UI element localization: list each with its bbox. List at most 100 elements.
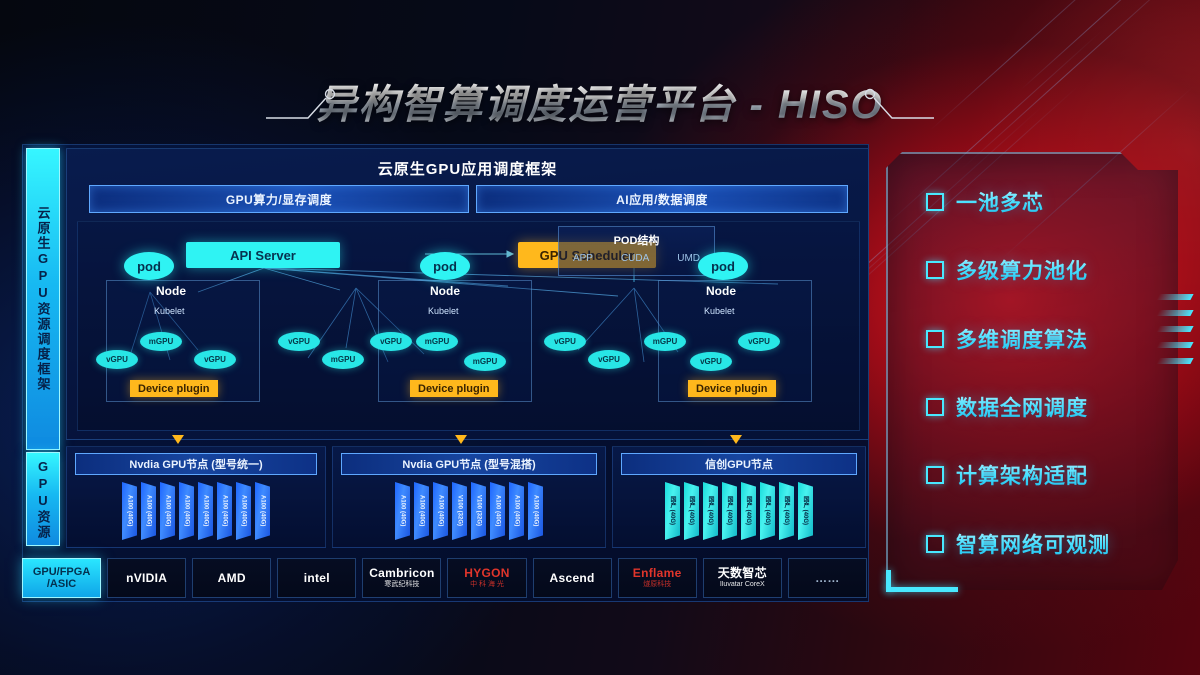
api-server-node[interactable]: API Server [186, 242, 340, 268]
gpu-card-list-1: A100 (40G) A100 (40G) A100 (40G) A100 (40G)… [67, 477, 325, 545]
gpu-1-1-label: vGPU [106, 355, 128, 364]
gpu-3-1[interactable]: mGPU [644, 332, 686, 351]
pod-structure-item-cuda: CUDA [620, 253, 650, 264]
gpu-card[interactable]: A100 (40G) [217, 482, 232, 540]
title-block: 异构智算调度运营平台 - HISO [0, 72, 1200, 130]
vendor-logo-9-sub: Iluvatar CoreX [719, 581, 765, 588]
node-kubelet-2: Kubelet [428, 306, 459, 316]
feature-item-4[interactable]: 数据全网调度 [926, 392, 1170, 422]
gpu-card-label: A100 (40G) [202, 495, 209, 527]
gpu-card[interactable]: A100 (40G) [490, 482, 505, 540]
vendor-logo-6[interactable]: HYGON 中 科 海 光 [447, 558, 527, 598]
gpu-1-2[interactable]: mGPU [140, 332, 182, 351]
gpu-card-label: 国产 (40G) [802, 496, 808, 526]
node-title-2: Node [430, 284, 460, 298]
feature-item-6[interactable]: 智算网络可观测 [926, 529, 1170, 559]
floating-gpu-4[interactable]: vGPU [588, 350, 630, 369]
gpu-card[interactable]: A100 (40G) [122, 482, 137, 540]
gpu-card[interactable]: 国产 (40G) [665, 482, 680, 540]
feature-item-6-label: 智算网络可观测 [956, 529, 1110, 559]
pod-2[interactable]: pod [420, 252, 470, 280]
gpu-card[interactable]: A100 (40G) [395, 482, 410, 540]
gpu-card[interactable]: A100 (40G) [433, 482, 448, 540]
feature-item-2[interactable]: 多级算力池化 [926, 255, 1170, 285]
bar-gpu-compute-scheduling[interactable]: GPU算力/显存调度 [89, 185, 469, 213]
gpu-card[interactable]: 国产 (40G) [722, 482, 737, 540]
feature-item-1[interactable]: 一池多芯 [926, 187, 1170, 217]
feature-item-5[interactable]: 计算架构适配 [926, 460, 1170, 490]
gpu-card[interactable]: 国产 (40G) [684, 482, 699, 540]
gpu-card[interactable]: A100 (40G) [414, 482, 429, 540]
arrow-down-2 [455, 435, 467, 444]
gpu-card[interactable]: A100 (40G) [160, 482, 175, 540]
vendor-logo-9[interactable]: 天数智芯 Iluvatar CoreX [702, 558, 782, 598]
pod-3[interactable]: pod [698, 252, 748, 280]
vendor-logo-8-sub: 燧原科技 [643, 581, 672, 588]
gpu-2-3[interactable]: mGPU [464, 352, 506, 371]
gpu-2-1[interactable]: vGPU [370, 332, 412, 351]
vendor-logo-6-sub: 中 科 海 光 [470, 581, 504, 588]
node-title-1: Node [156, 284, 186, 298]
gpu-1-1[interactable]: vGPU [96, 350, 138, 369]
gpu-card-label: A100 (40G) [164, 495, 171, 527]
feature-item-3[interactable]: 多维调度算法 [926, 324, 1170, 354]
gpu-card-label: A100 (40G) [145, 495, 152, 527]
gpu-2-2[interactable]: mGPU [416, 332, 458, 351]
gpu-node-group-1: Nvdia GPU节点 (型号统一) A100 (40G) A100 (40G) A1… [66, 446, 326, 548]
vendor-logo-8[interactable]: Enflame 燧原科技 [617, 558, 697, 598]
vendor-logo-7[interactable]: Ascend [532, 558, 612, 598]
sidetab-gpu-resources[interactable]: GPU资源 [26, 452, 60, 546]
sidetab-cloud-native-framework[interactable]: 云原生GPU资源调度框架 [26, 148, 60, 450]
vendor-logo-3[interactable]: AMD [192, 558, 272, 598]
feature-item-4-label: 数据全网调度 [956, 392, 1088, 422]
floating-gpu-2[interactable]: mGPU [322, 350, 364, 369]
gpu-card[interactable]: V100 (32G) [471, 482, 486, 540]
gpu-card[interactable]: A100 (40G) [179, 482, 194, 540]
vendor-logo-10-name: …… [815, 570, 840, 585]
pod-structure-box: POD结构 APP CUDA UMD [558, 226, 715, 276]
gpu-node-group-1-header[interactable]: Nvdia GPU节点 (型号统一) [75, 453, 317, 475]
gpu-card[interactable]: V100 (32G) [452, 482, 467, 540]
vendor-logo-10[interactable]: …… [787, 558, 867, 598]
gpu-1-3[interactable]: vGPU [194, 350, 236, 369]
vendor-logo-2[interactable]: nVIDIA [107, 558, 187, 598]
gpu-3-2[interactable]: vGPU [690, 352, 732, 371]
vendor-logo-4[interactable]: intel [277, 558, 357, 598]
framework-heading: 云原生GPU应用调度框架 [377, 161, 558, 178]
gpu-card-label: A100 (40G) [183, 495, 190, 527]
gpu-node-group-3-header[interactable]: 信创GPU节点 [621, 453, 857, 475]
device-plugin-1-label: Device plugin [138, 382, 210, 395]
floating-gpu-1-label: vGPU [288, 337, 310, 346]
floating-gpu-3[interactable]: vGPU [544, 332, 586, 351]
gpu-card[interactable]: 国产 (40G) [760, 482, 775, 540]
pod-label-3: pod [711, 258, 735, 274]
floating-gpu-4-label: vGPU [598, 355, 620, 364]
gpu-card[interactable]: 国产 (40G) [741, 482, 756, 540]
device-plugin-3[interactable]: Device plugin [688, 380, 776, 397]
bar-ai-data-scheduling[interactable]: AI应用/数据调度 [476, 185, 848, 213]
gpu-card[interactable]: 国产 (40G) [703, 482, 718, 540]
node-kubelet-1: Kubelet [154, 306, 185, 316]
gpu-card[interactable]: A100 (40G) [236, 482, 251, 540]
gpu-card[interactable]: 国产 (40G) [779, 482, 794, 540]
gpu-card[interactable]: A100 (40G) [255, 482, 270, 540]
gpu-card-label: A100 (40G) [532, 495, 539, 527]
gpu-card[interactable]: 国产 (40G) [798, 482, 813, 540]
gpu-card[interactable]: A100 (40G) [528, 482, 543, 540]
vendor-logo-5[interactable]: Cambricon 寒武纪科技 [362, 558, 442, 598]
feature-checkbox-icon [926, 398, 944, 417]
device-plugin-2[interactable]: Device plugin [410, 380, 498, 397]
gpu-card[interactable]: A100 (40G) [509, 482, 524, 540]
gpu-node-group-2-header[interactable]: Nvdia GPU节点 (型号混搭) [341, 453, 597, 475]
framework-panel: 云原生GPU应用调度框架 GPU算力/显存调度 AI应用/数据调度 [66, 148, 869, 440]
vendor-logo-1[interactable]: GPU/FPGA/ASIC [22, 558, 102, 598]
vendor-logo-5-sub: 寒武纪科技 [384, 581, 420, 588]
gpu-1-3-label: vGPU [204, 355, 226, 364]
gpu-3-3[interactable]: vGPU [738, 332, 780, 351]
pod-1[interactable]: pod [124, 252, 174, 280]
gpu-card[interactable]: A100 (40G) [141, 482, 156, 540]
device-plugin-1[interactable]: Device plugin [130, 380, 218, 397]
floating-gpu-1[interactable]: vGPU [278, 332, 320, 351]
gpu-card[interactable]: A100 (40G) [198, 482, 213, 540]
